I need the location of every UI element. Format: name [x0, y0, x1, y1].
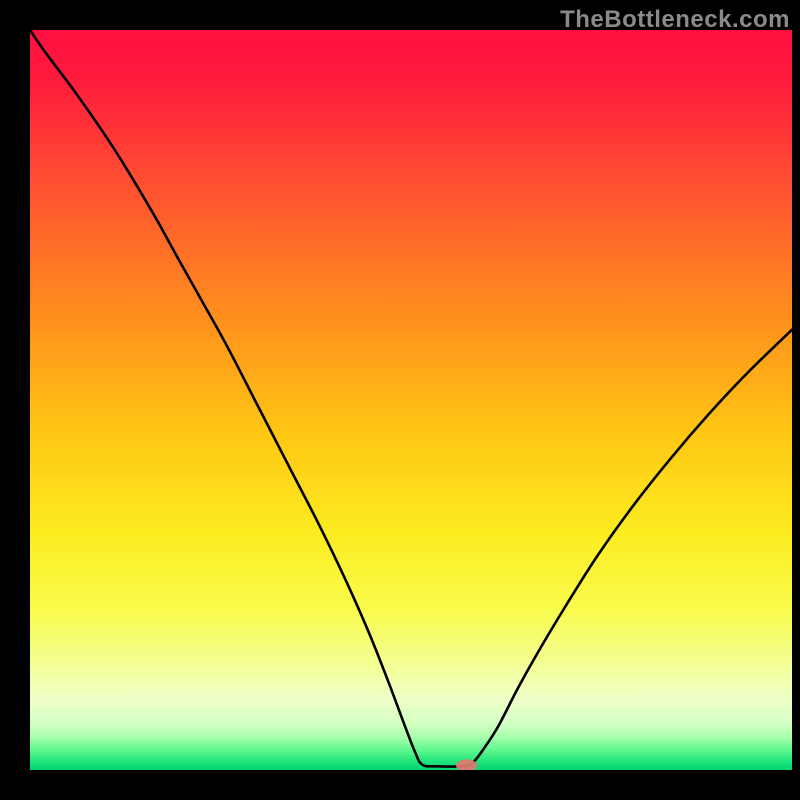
- gradient-background: [30, 30, 792, 770]
- plot-area: [30, 30, 792, 770]
- chart-svg: [30, 30, 792, 770]
- watermark-text: TheBottleneck.com: [560, 6, 790, 34]
- chart-frame: TheBottleneck.com: [0, 0, 800, 800]
